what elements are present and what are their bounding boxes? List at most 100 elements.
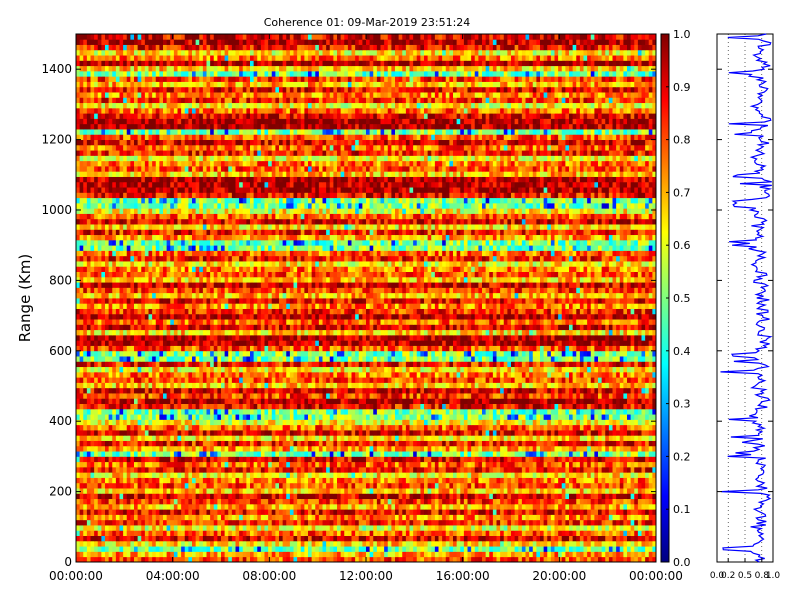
heatmap-cell <box>543 482 548 489</box>
heatmap-cell <box>260 424 265 431</box>
heatmap-cell <box>601 525 606 531</box>
heatmap-cell <box>108 551 113 558</box>
heatmap-cell <box>326 477 331 484</box>
heatmap-cell <box>76 466 81 473</box>
heatmap-cell <box>645 408 650 415</box>
heatmap-cell <box>105 514 110 521</box>
heatmap-cell <box>576 556 581 563</box>
heatmap-cell <box>550 503 555 510</box>
heatmap-cell <box>242 509 247 515</box>
heatmap-cell <box>362 440 367 447</box>
heatmap-cell <box>271 519 276 526</box>
heatmap-cell <box>304 414 309 420</box>
heatmap-cell <box>623 546 628 552</box>
heatmap-cell <box>184 493 189 500</box>
heatmap-cell <box>380 398 385 404</box>
heatmap-cell <box>119 509 124 515</box>
heatmap-cell <box>572 398 577 404</box>
heatmap-cell <box>637 503 642 510</box>
heatmap-cell <box>347 451 352 457</box>
heatmap-cell <box>413 493 418 500</box>
heatmap-cell <box>340 408 345 415</box>
heatmap-cell <box>275 525 280 531</box>
heatmap-cell <box>304 535 309 542</box>
heatmap-cell <box>445 403 450 410</box>
heatmap-cell <box>398 482 403 489</box>
heatmap-cell <box>366 493 371 500</box>
heatmap-cell <box>442 456 447 463</box>
heatmap-cell <box>384 414 389 420</box>
heatmap-cell <box>514 419 519 426</box>
heatmap-cell <box>318 556 323 563</box>
heatmap-cell <box>97 398 102 404</box>
heatmap-cell <box>572 493 577 500</box>
heatmap-cell <box>86 556 91 563</box>
heatmap-cell <box>496 456 501 463</box>
heatmap-cell <box>536 430 541 436</box>
heatmap-cell <box>213 535 218 542</box>
heatmap-cell <box>608 477 613 484</box>
heatmap-cell <box>485 466 490 473</box>
heatmap-cell <box>333 535 338 542</box>
heatmap-cell <box>619 488 624 494</box>
heatmap-cell <box>529 403 534 410</box>
heatmap-cell <box>76 535 81 542</box>
heatmap-cell <box>630 535 635 542</box>
heatmap-cell <box>514 456 519 463</box>
heatmap-cell <box>409 466 414 473</box>
heatmap-cell <box>76 488 81 494</box>
heatmap-cell <box>242 461 247 468</box>
heatmap-cell <box>492 408 497 415</box>
heatmap-cell <box>554 535 559 542</box>
heatmap-cell <box>286 461 291 468</box>
heatmap-cell <box>471 445 476 452</box>
heatmap-cell <box>489 525 494 531</box>
heatmap-cell <box>199 419 204 426</box>
heatmap-cell <box>83 398 88 404</box>
heatmap-cell <box>547 530 552 536</box>
heatmap-cell <box>420 408 425 415</box>
heatmap-cell <box>547 440 552 447</box>
heatmap-cell <box>395 414 400 420</box>
heatmap-cell <box>507 546 512 552</box>
heatmap-cell <box>409 477 414 484</box>
heatmap-cell <box>344 546 349 552</box>
heatmap-cell <box>565 408 570 415</box>
heatmap-cell <box>463 408 468 415</box>
heatmap-cell <box>540 556 545 563</box>
heatmap-cell <box>260 440 265 447</box>
heatmap-cell <box>148 408 153 415</box>
heatmap-cell <box>181 472 186 478</box>
heatmap-cell <box>347 551 352 558</box>
heatmap-cell <box>148 435 153 441</box>
heatmap-cell <box>543 556 548 563</box>
heatmap-cell <box>115 456 120 463</box>
heatmap-cell <box>184 435 189 441</box>
heatmap-cell <box>376 519 381 526</box>
heatmap-cell <box>264 546 269 552</box>
heatmap-cell <box>286 414 291 420</box>
heatmap-cell <box>579 509 584 515</box>
heatmap-cell <box>362 519 367 526</box>
heatmap-cell <box>344 430 349 436</box>
heatmap-cell <box>195 424 200 431</box>
heatmap-cell <box>431 403 436 410</box>
heatmap-cell <box>250 546 255 552</box>
heatmap-cell <box>416 403 421 410</box>
heatmap-cell <box>612 461 617 468</box>
heatmap-cell <box>376 435 381 441</box>
heatmap-cell <box>166 408 171 415</box>
heatmap-cell <box>221 440 226 447</box>
heatmap-cell <box>163 398 168 404</box>
heatmap-cell <box>467 488 472 494</box>
heatmap-cell <box>112 535 117 542</box>
heatmap-cell <box>228 419 233 426</box>
heatmap-cell <box>253 482 258 489</box>
heatmap-cell <box>456 466 461 473</box>
heatmap-cell <box>340 419 345 426</box>
heatmap-cell <box>590 472 595 478</box>
heatmap-cell <box>155 472 160 478</box>
heatmap-cell <box>293 509 298 515</box>
heatmap-cell <box>572 488 577 494</box>
heatmap-cell <box>648 424 653 431</box>
